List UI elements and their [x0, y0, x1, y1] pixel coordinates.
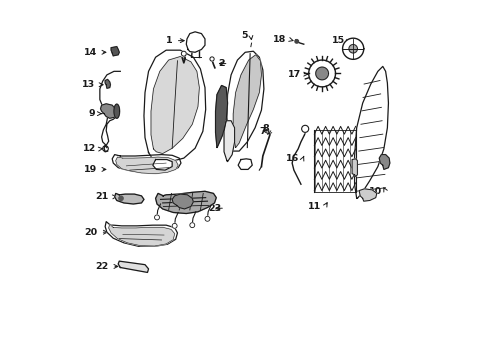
Polygon shape — [379, 154, 389, 170]
Circle shape — [119, 196, 123, 201]
Polygon shape — [238, 159, 252, 170]
Polygon shape — [348, 45, 357, 53]
Text: 8: 8 — [262, 124, 269, 133]
Polygon shape — [105, 80, 110, 88]
Polygon shape — [114, 104, 120, 118]
Circle shape — [181, 51, 186, 56]
Polygon shape — [112, 154, 181, 173]
Text: 15: 15 — [331, 36, 345, 45]
Polygon shape — [101, 104, 117, 118]
Polygon shape — [172, 194, 193, 209]
Polygon shape — [315, 67, 328, 80]
Circle shape — [189, 223, 194, 228]
Circle shape — [172, 224, 177, 228]
Polygon shape — [114, 193, 143, 204]
Text: 11: 11 — [307, 202, 321, 211]
Text: 10: 10 — [368, 187, 381, 196]
Polygon shape — [111, 47, 119, 56]
Circle shape — [209, 57, 214, 61]
Circle shape — [294, 40, 298, 43]
Circle shape — [301, 125, 308, 132]
Polygon shape — [186, 32, 204, 52]
Polygon shape — [116, 157, 178, 174]
Polygon shape — [108, 224, 174, 246]
Text: 9: 9 — [89, 109, 96, 118]
Polygon shape — [342, 38, 363, 59]
Polygon shape — [152, 159, 172, 170]
Text: 3: 3 — [165, 54, 172, 63]
Polygon shape — [226, 51, 264, 151]
Text: 22: 22 — [95, 262, 108, 271]
Text: 4: 4 — [181, 130, 188, 139]
Polygon shape — [354, 66, 387, 198]
Text: 1: 1 — [165, 36, 172, 45]
Polygon shape — [233, 55, 261, 148]
Polygon shape — [118, 261, 148, 273]
Polygon shape — [105, 222, 177, 246]
Text: 13: 13 — [81, 80, 95, 89]
Text: 19: 19 — [83, 165, 97, 174]
Text: 20: 20 — [84, 228, 97, 237]
Circle shape — [154, 215, 159, 220]
Text: 12: 12 — [83, 144, 96, 153]
Polygon shape — [151, 57, 199, 154]
Polygon shape — [308, 60, 335, 87]
Polygon shape — [143, 50, 205, 162]
Polygon shape — [215, 85, 227, 148]
Text: 18: 18 — [272, 35, 285, 44]
Text: 14: 14 — [83, 48, 97, 57]
Text: 23: 23 — [208, 204, 221, 213]
Text: 16: 16 — [285, 154, 299, 163]
Circle shape — [204, 216, 209, 221]
Polygon shape — [155, 191, 216, 213]
Polygon shape — [351, 159, 357, 176]
Text: 2: 2 — [218, 59, 224, 68]
Text: 5: 5 — [240, 31, 247, 40]
Text: 21: 21 — [95, 193, 108, 202]
Text: 7: 7 — [259, 127, 266, 136]
Polygon shape — [358, 189, 376, 201]
Text: 17: 17 — [287, 70, 300, 79]
Text: 6: 6 — [227, 94, 233, 103]
Polygon shape — [224, 121, 234, 162]
